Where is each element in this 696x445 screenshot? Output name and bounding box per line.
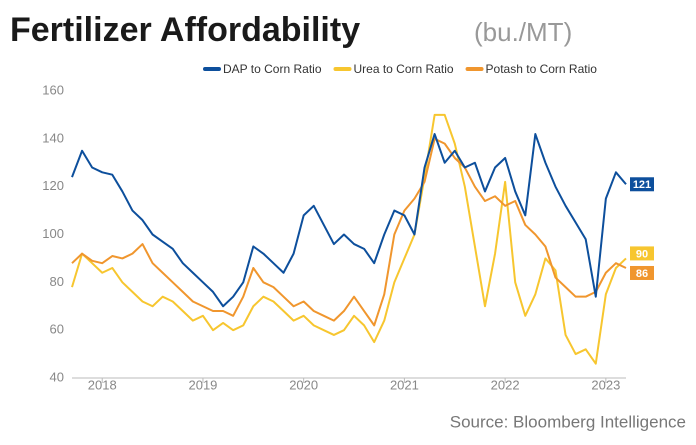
legend-label: DAP to Corn Ratio xyxy=(223,62,322,76)
legend-label: Urea to Corn Ratio xyxy=(354,62,454,76)
chart-title: Fertilizer Affordability xyxy=(10,11,360,49)
data-line xyxy=(71,133,627,308)
x-tick-label: 2019 xyxy=(188,377,217,392)
x-tick-label: 2021 xyxy=(390,377,419,392)
x-tick-label: 2020 xyxy=(289,377,318,392)
end-label: 86 xyxy=(636,268,648,280)
source: Source: Bloomberg Intelligence xyxy=(450,412,686,431)
end-label: 121 xyxy=(633,179,651,191)
y-tick-label: 80 xyxy=(50,274,64,289)
end-label-box xyxy=(630,246,654,261)
y-tick-label: 100 xyxy=(42,226,64,241)
y-tick-label: 160 xyxy=(42,82,64,97)
legend-label: Potash to Corn Ratio xyxy=(486,62,598,76)
end-label-box xyxy=(630,177,654,192)
end-label: 90 xyxy=(636,248,648,260)
y-tick-label: 120 xyxy=(42,178,64,193)
chart-subtitle: (bu./MT) xyxy=(474,17,572,47)
y-tick-label: 40 xyxy=(50,369,64,384)
x-tick-label: 2022 xyxy=(491,377,520,392)
data-line xyxy=(71,113,627,365)
end-label-box xyxy=(630,265,654,280)
x-tick-label: 2023 xyxy=(591,377,620,392)
y-tick-label: 60 xyxy=(50,322,64,337)
x-tick-label: 2018 xyxy=(88,377,117,392)
y-tick-label: 140 xyxy=(42,130,64,145)
data-line xyxy=(71,137,627,327)
